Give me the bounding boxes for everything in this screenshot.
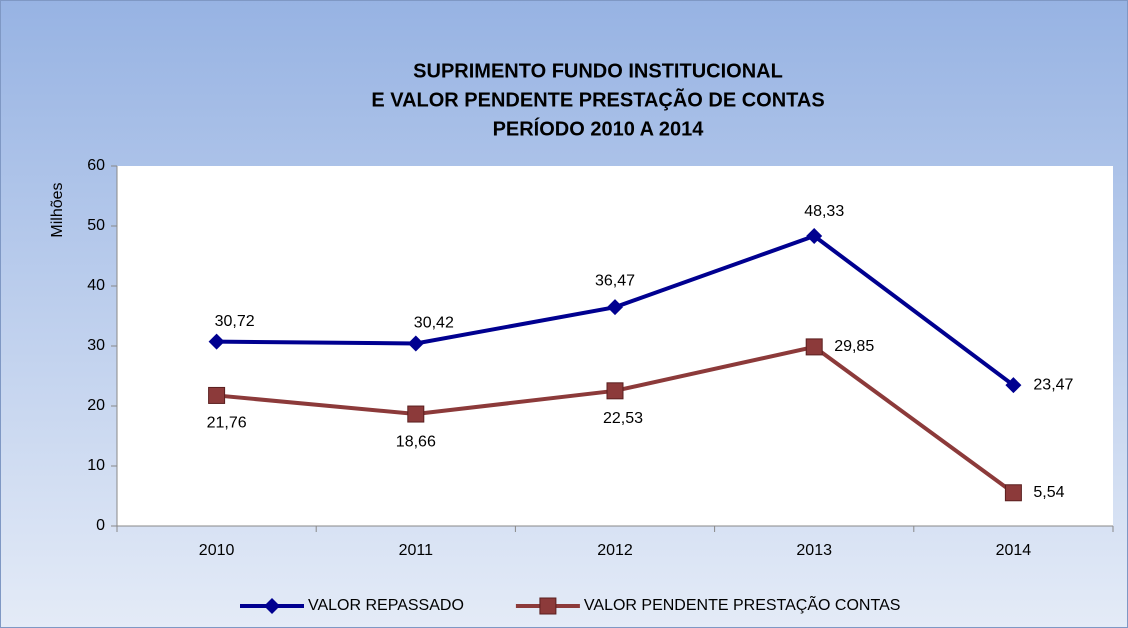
marker xyxy=(208,333,225,350)
y-tick-label: 10 xyxy=(87,457,105,474)
marker xyxy=(208,386,226,404)
chart-title: SUPRIMENTO FUNDO INSTITUCIONAL xyxy=(413,60,783,82)
data-label: 36,47 xyxy=(595,272,635,289)
y-tick-label: 50 xyxy=(87,217,105,234)
data-label: 22,53 xyxy=(603,410,643,427)
x-tick-label: 2011 xyxy=(399,542,434,559)
marker xyxy=(805,338,823,356)
marker xyxy=(264,598,280,614)
data-label: 23,47 xyxy=(1033,376,1073,393)
data-label: 30,42 xyxy=(414,315,454,332)
x-tick-label: 2012 xyxy=(597,542,633,559)
marker xyxy=(1004,484,1022,502)
legend-label: VALOR REPASSADO xyxy=(308,597,464,614)
y-tick-label: 20 xyxy=(87,397,105,414)
data-label: 30,72 xyxy=(215,313,255,330)
data-label: 21,76 xyxy=(207,415,247,432)
chart-title: PERÍODO 2010 A 2014 xyxy=(493,117,705,140)
x-tick-label: 2013 xyxy=(796,542,832,559)
data-label: 5,54 xyxy=(1033,484,1064,501)
marker xyxy=(607,299,623,316)
x-tick-label: 2014 xyxy=(996,542,1032,559)
marker xyxy=(407,335,424,352)
y-tick-label: 0 xyxy=(96,517,105,534)
y-tick-label: 40 xyxy=(87,277,105,294)
plot-area xyxy=(117,166,1113,526)
y-tick-label: 30 xyxy=(87,337,105,354)
y-axis-label: Milhões xyxy=(49,182,66,237)
data-label: 29,85 xyxy=(834,338,874,355)
legend-label: VALOR PENDENTE PRESTAÇÃO CONTAS xyxy=(584,594,901,614)
marker xyxy=(806,228,823,245)
y-tick-label: 60 xyxy=(87,157,105,174)
marker xyxy=(539,597,557,615)
marker xyxy=(407,405,425,423)
chart-title: E VALOR PENDENTE PRESTAÇÃO DE CONTAS xyxy=(371,88,824,111)
data-label: 48,33 xyxy=(804,203,844,220)
x-tick-label: 2010 xyxy=(199,542,235,559)
marker xyxy=(1005,377,1022,394)
data-label: 18,66 xyxy=(396,433,436,450)
marker xyxy=(606,382,624,400)
